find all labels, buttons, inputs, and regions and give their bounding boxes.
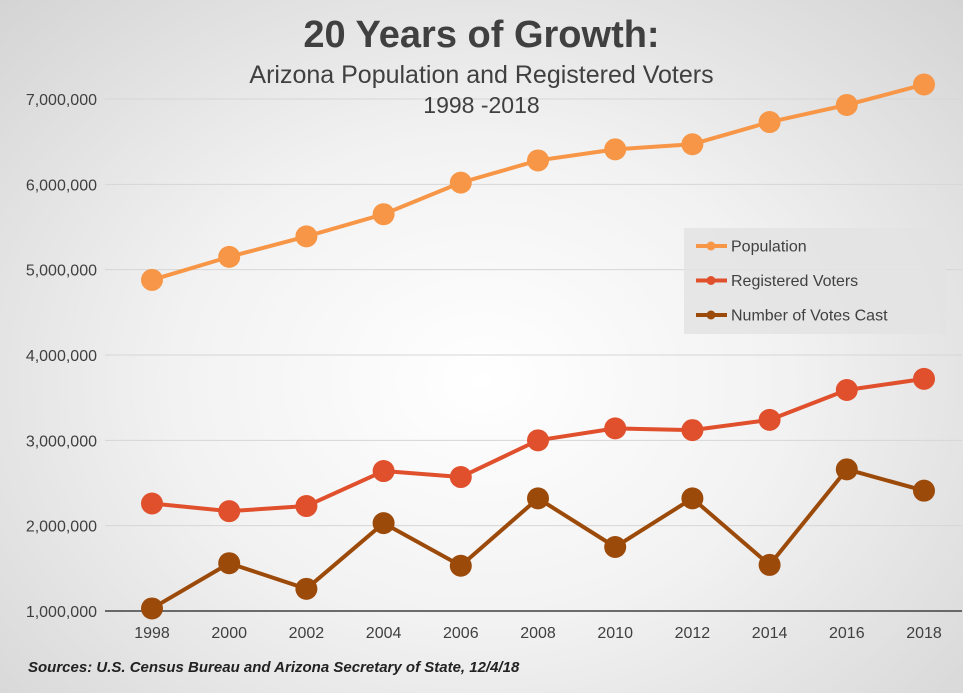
chart-title-block: 20 Years of Growth: Arizona Population a…	[0, 10, 963, 120]
x-tick-label: 2004	[366, 625, 402, 642]
data-point	[218, 552, 241, 575]
y-tick-label: 6,000,000	[26, 177, 97, 194]
x-tick-label: 2002	[289, 625, 325, 642]
data-point	[218, 245, 241, 268]
data-point	[913, 479, 935, 502]
y-tick-label: 1,000,000	[26, 604, 97, 621]
chart-subtitle: Arizona Population and Registered Voters	[249, 61, 714, 89]
legend-marker	[706, 241, 716, 251]
data-point	[141, 268, 163, 291]
x-tick-label: 2018	[906, 625, 942, 642]
chart-title: 20 Years of Growth:	[303, 14, 660, 56]
data-point	[835, 458, 858, 481]
x-tick-label: 2008	[520, 625, 556, 642]
data-point	[372, 460, 395, 483]
data-point	[913, 367, 935, 390]
x-tick-label: 2000	[211, 625, 247, 642]
y-tick-label: 5,000,000	[26, 263, 97, 280]
data-point	[372, 512, 395, 535]
data-point	[835, 378, 858, 401]
data-point	[913, 73, 935, 96]
legend-marker	[706, 276, 716, 285]
data-point	[449, 554, 472, 577]
data-point	[141, 492, 163, 515]
data-point	[681, 419, 704, 442]
legend-box	[684, 228, 946, 334]
data-point	[604, 417, 627, 440]
data-point	[527, 429, 549, 452]
data-point	[604, 536, 627, 558]
y-tick-label: 4,000,000	[26, 348, 97, 365]
data-point	[141, 597, 163, 620]
data-point	[449, 171, 472, 194]
data-point	[835, 93, 858, 116]
x-tick-label: 2012	[675, 625, 711, 642]
data-point	[758, 553, 781, 576]
data-point	[758, 408, 781, 431]
data-point	[218, 500, 241, 523]
source-note: Sources: U.S. Census Bureau and Arizona …	[28, 659, 520, 676]
data-point	[681, 133, 704, 156]
legend-entry: Population	[731, 239, 807, 256]
data-point	[758, 111, 781, 134]
data-point	[527, 149, 549, 172]
y-tick-label: 2,000,000	[26, 519, 97, 536]
data-point	[681, 487, 704, 510]
x-tick-label: 1998	[134, 625, 170, 642]
x-tick-label: 2006	[443, 625, 479, 642]
data-point	[527, 487, 549, 510]
legend-marker	[706, 310, 716, 320]
x-tick-label: 2010	[597, 625, 633, 642]
y-tick-label: 7,000,000	[26, 92, 97, 109]
legend-entry: Registered Voters	[731, 273, 858, 290]
data-point	[295, 225, 318, 248]
x-tick-label: 2016	[829, 625, 865, 642]
data-point	[295, 495, 318, 518]
data-point	[372, 203, 395, 226]
legend-entry: Number of Votes Cast	[731, 308, 888, 325]
data-point	[449, 466, 472, 489]
x-tick-label: 2014	[752, 625, 788, 642]
data-point	[604, 138, 627, 161]
data-point	[295, 577, 318, 600]
y-tick-label: 3,000,000	[26, 433, 97, 450]
chart-period: 1998 -2018	[423, 92, 540, 118]
